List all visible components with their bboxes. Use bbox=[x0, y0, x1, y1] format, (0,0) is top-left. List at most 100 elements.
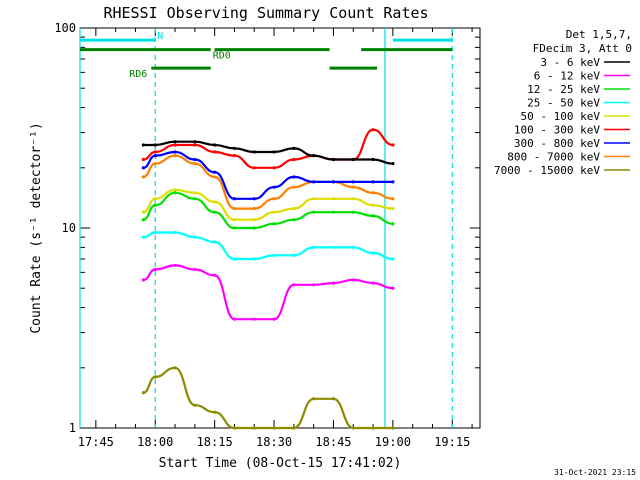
series-point bbox=[331, 157, 336, 162]
series-point bbox=[173, 150, 177, 154]
series-point bbox=[292, 175, 296, 179]
series-point bbox=[312, 154, 316, 158]
x-tick-label: 19:00 bbox=[375, 435, 411, 449]
state-segments: N RD0 RD6 bbox=[80, 31, 453, 80]
legend-label: 12 - 25 keV bbox=[527, 83, 600, 96]
series-point bbox=[331, 245, 336, 249]
series-point bbox=[312, 245, 316, 249]
series-point bbox=[272, 222, 276, 226]
footer-timestamp: 31-Oct-2021 23:15 bbox=[554, 468, 636, 477]
legend-label: 6 - 12 keV bbox=[534, 70, 601, 83]
series-point bbox=[312, 180, 316, 184]
series-point bbox=[292, 283, 296, 287]
series-point bbox=[351, 185, 355, 189]
series-point bbox=[391, 197, 395, 201]
series-point bbox=[193, 197, 197, 201]
plot-frame bbox=[79, 27, 481, 429]
series-point bbox=[232, 197, 237, 201]
series-point bbox=[173, 154, 177, 158]
series-point bbox=[272, 185, 276, 189]
series-point bbox=[193, 235, 197, 239]
series-point bbox=[292, 157, 296, 162]
series-point bbox=[173, 366, 177, 370]
series-line bbox=[143, 188, 393, 221]
series-point bbox=[351, 197, 355, 201]
series-point bbox=[193, 161, 197, 166]
series-point bbox=[213, 170, 217, 174]
series-point bbox=[371, 128, 375, 132]
series-point bbox=[292, 185, 296, 189]
series-point bbox=[312, 397, 316, 401]
series-point bbox=[371, 191, 375, 195]
series-point bbox=[193, 267, 197, 272]
x-tick-label: 18:45 bbox=[315, 435, 351, 449]
series-point bbox=[312, 197, 316, 201]
series-point bbox=[141, 218, 145, 222]
series-point bbox=[141, 278, 145, 282]
series-point bbox=[153, 267, 157, 272]
legend-label: 100 - 300 keV bbox=[514, 124, 600, 137]
legend-label: 300 - 800 keV bbox=[514, 137, 600, 150]
series-point bbox=[391, 180, 395, 184]
series-line bbox=[143, 154, 393, 210]
series-point bbox=[141, 391, 145, 395]
series-point bbox=[252, 207, 256, 211]
x-tick-label: 17:45 bbox=[78, 435, 114, 449]
series-point bbox=[141, 175, 145, 179]
series-point bbox=[331, 210, 336, 214]
series-point bbox=[292, 426, 296, 430]
series-point bbox=[153, 161, 157, 166]
series-point bbox=[232, 146, 237, 151]
series-point bbox=[351, 157, 355, 162]
series-point bbox=[351, 245, 355, 249]
series-point bbox=[391, 143, 395, 147]
series-point bbox=[371, 251, 375, 255]
series-point bbox=[153, 154, 157, 158]
series-point bbox=[173, 230, 177, 235]
series-line bbox=[143, 150, 393, 200]
series-line bbox=[143, 128, 394, 169]
y-tick-label: 100 bbox=[54, 21, 76, 35]
series-point bbox=[351, 278, 355, 282]
series-point bbox=[371, 180, 375, 184]
series-point bbox=[141, 210, 145, 214]
axis-ticks: 17:45 18:00 18:15 18:30 18:45 19:00 19:15 1 10 10… bbox=[54, 21, 480, 449]
series-point bbox=[391, 426, 395, 430]
series-point bbox=[391, 286, 395, 290]
series-point bbox=[312, 283, 316, 287]
series-point bbox=[272, 166, 276, 170]
series-point bbox=[232, 218, 237, 222]
series-point bbox=[141, 157, 145, 162]
series-point bbox=[173, 263, 177, 268]
series-point bbox=[331, 197, 336, 201]
series-point bbox=[232, 317, 237, 321]
series-point bbox=[173, 140, 177, 144]
series-line bbox=[143, 191, 393, 230]
series-point bbox=[213, 273, 217, 277]
series-point bbox=[173, 188, 177, 192]
series-point bbox=[213, 240, 217, 244]
series-point bbox=[312, 210, 316, 214]
segment-label: RD6 bbox=[129, 69, 147, 80]
series-point bbox=[232, 226, 237, 230]
series-point bbox=[292, 146, 296, 151]
series-point bbox=[252, 317, 256, 321]
series-point bbox=[232, 154, 237, 158]
series-point bbox=[232, 257, 237, 261]
series-point bbox=[141, 235, 145, 239]
series-line bbox=[143, 264, 393, 321]
series-point bbox=[252, 197, 256, 201]
series-point bbox=[193, 157, 197, 162]
series-point bbox=[213, 410, 217, 414]
series-point bbox=[252, 150, 256, 154]
series-point bbox=[153, 150, 157, 154]
series-point bbox=[391, 257, 395, 261]
legend-label: 7000 - 15000 keV bbox=[494, 164, 600, 177]
series-point bbox=[213, 150, 217, 154]
series-point bbox=[391, 207, 395, 211]
series-point bbox=[153, 375, 157, 379]
series-point bbox=[193, 191, 197, 195]
series-point bbox=[173, 191, 177, 195]
segment-label: RD0 bbox=[213, 51, 231, 62]
